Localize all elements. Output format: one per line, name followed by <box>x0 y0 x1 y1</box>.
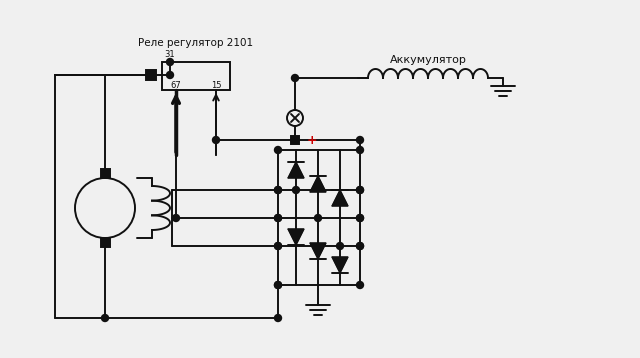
Circle shape <box>356 281 364 289</box>
Circle shape <box>356 242 364 250</box>
Polygon shape <box>310 176 326 192</box>
Polygon shape <box>288 229 304 245</box>
Circle shape <box>356 242 364 250</box>
Circle shape <box>356 146 364 154</box>
Bar <box>291 136 299 144</box>
Polygon shape <box>310 243 326 259</box>
Circle shape <box>291 136 298 144</box>
Circle shape <box>356 214 364 222</box>
Text: 31: 31 <box>164 50 175 59</box>
Circle shape <box>275 214 282 222</box>
Circle shape <box>356 187 364 194</box>
Circle shape <box>102 314 109 321</box>
Circle shape <box>275 314 282 321</box>
Circle shape <box>275 281 282 289</box>
Circle shape <box>314 214 321 222</box>
Circle shape <box>212 136 220 144</box>
Circle shape <box>275 242 282 250</box>
Circle shape <box>275 187 282 194</box>
Bar <box>101 169 110 178</box>
Text: 67: 67 <box>171 81 181 90</box>
Bar <box>162 62 230 90</box>
Circle shape <box>356 136 364 144</box>
Text: Аккумулятор: Аккумулятор <box>390 55 467 65</box>
Bar <box>146 70 156 80</box>
Bar <box>101 238 110 247</box>
Circle shape <box>275 214 282 222</box>
Text: 15: 15 <box>211 81 221 90</box>
Text: +: + <box>307 134 317 146</box>
Circle shape <box>275 281 282 289</box>
Circle shape <box>275 242 282 250</box>
Text: Реле регулятор 2101: Реле регулятор 2101 <box>138 38 253 48</box>
Circle shape <box>275 146 282 154</box>
Circle shape <box>291 74 298 82</box>
Polygon shape <box>332 190 348 206</box>
Circle shape <box>356 187 364 194</box>
Circle shape <box>166 72 173 78</box>
Circle shape <box>173 214 179 222</box>
Polygon shape <box>332 257 348 273</box>
Circle shape <box>356 214 364 222</box>
Circle shape <box>275 187 282 194</box>
Circle shape <box>166 58 173 66</box>
Circle shape <box>337 242 344 250</box>
Polygon shape <box>288 162 304 178</box>
Circle shape <box>292 187 300 194</box>
